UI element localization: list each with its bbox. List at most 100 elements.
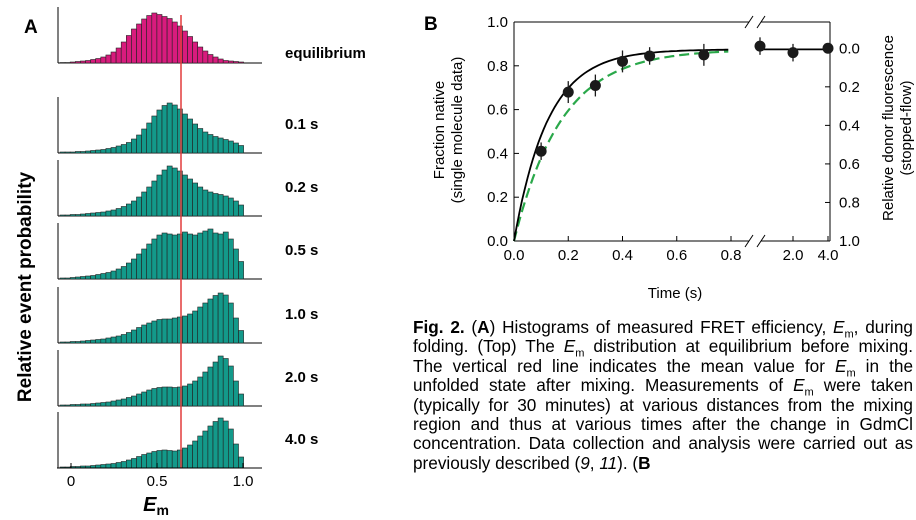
histogram-bar [69, 404, 76, 407]
axis-break [744, 15, 754, 29]
histogram-bar [166, 386, 173, 407]
histogram-bar [64, 277, 71, 280]
histogram-bar [202, 230, 209, 280]
histogram-bar [100, 464, 107, 469]
data-point [617, 55, 628, 67]
histogram-bar [59, 277, 66, 280]
histogram-bar [90, 59, 96, 64]
y2-tick-label: 0.2 [839, 79, 860, 96]
histogram-bar [80, 151, 86, 154]
x-tick-label: 0.8 [721, 247, 742, 264]
histogram-bar [182, 447, 188, 469]
histogram-bar [136, 196, 142, 217]
histogram-bar [217, 137, 224, 154]
histogram-bar [171, 234, 178, 280]
histogram-bar [171, 104, 178, 154]
histogram-bar [166, 102, 173, 154]
histogram-bar [131, 28, 137, 64]
histogram-bar [115, 145, 122, 154]
histogram-bar [95, 402, 102, 407]
histogram-bar [233, 317, 239, 344]
histogram-bar [192, 380, 199, 407]
panel-a-xtick: 0 [67, 473, 75, 490]
histogram-bar [69, 61, 76, 64]
histogram-bar [75, 404, 81, 407]
histogram-bar [115, 462, 122, 469]
histogram-bar [85, 213, 91, 217]
histogram-bar [161, 232, 168, 280]
histogram-bar [217, 417, 224, 469]
histogram-bar [75, 341, 81, 344]
histogram-bar [161, 105, 168, 154]
histogram-bar [141, 454, 148, 469]
histogram-bar [141, 128, 148, 154]
histogram-bar [187, 313, 193, 344]
histogram-bar [238, 393, 244, 407]
histogram-bar [110, 270, 117, 280]
histogram-bar [64, 214, 71, 217]
figure-caption: Fig. 2. (A) Histograms of measured FRET … [413, 318, 913, 473]
panel-b-ylabel: Fraction native(single molecule data) [431, 57, 466, 204]
histogram-bar [197, 128, 204, 154]
panel-b-figure: B Fraction native(single molecule data) … [424, 14, 915, 302]
y2-tick-label: 1.0 [839, 233, 860, 250]
histogram-bar [80, 276, 86, 280]
histogram-bar [136, 456, 142, 469]
histogram-bar [115, 399, 122, 407]
histogram-bar [105, 272, 112, 280]
histogram-bar [64, 151, 71, 154]
data-point [787, 47, 799, 59]
panel-a-xlabel: Em [143, 494, 169, 518]
histogram-bar [166, 318, 173, 344]
histogram-bar [136, 393, 142, 407]
histogram-bar [69, 151, 76, 154]
histogram-bar [146, 452, 153, 469]
histogram-bar [233, 443, 239, 469]
histogram-bar [146, 322, 153, 344]
histogram-bar [105, 148, 112, 154]
data-point [589, 80, 601, 92]
histogram-bar [197, 186, 204, 217]
histogram-bar [64, 341, 71, 344]
histogram-bar [228, 365, 234, 407]
histogram-bar [222, 195, 229, 217]
histogram-bar [192, 440, 199, 469]
histogram-bar [156, 387, 163, 407]
histogram-bar [207, 366, 214, 407]
histogram-bar [105, 54, 112, 64]
histogram-bar [126, 203, 132, 217]
histogram-bar [182, 30, 188, 64]
histogram-bar [182, 231, 188, 280]
histogram-bar [202, 50, 209, 64]
y-tick-label: 0.8 [487, 58, 508, 75]
histogram-bar [85, 275, 91, 280]
histogram-bar [90, 150, 96, 154]
panel-a-x-axis: 0 0.5 1.0 [57, 463, 262, 490]
histogram-bar [100, 56, 107, 64]
histogram-bar [141, 324, 148, 344]
panel-b-axes: 0.0 0.2 0.4 0.6 0.8 1.0 0.0 0.2 0.4 0.6 0.8 1.0 0.0 0… [487, 14, 860, 264]
histogram-bar [166, 165, 173, 217]
histogram-bar [105, 463, 112, 469]
histogram: 2.0 s [57, 350, 318, 407]
data-point [644, 50, 656, 62]
histogram: 0.2 s [57, 160, 318, 217]
histogram-bar [171, 387, 178, 407]
histogram-bar [146, 389, 153, 407]
histogram-bar [202, 430, 209, 469]
histogram-bar [64, 62, 71, 64]
histogram-bar [120, 398, 127, 407]
histogram-bar [202, 189, 209, 217]
histogram-bar [151, 12, 158, 64]
histogram-bar [95, 58, 102, 64]
histogram-bar [151, 115, 158, 154]
histogram-bar [126, 332, 132, 344]
data-point [822, 42, 834, 54]
histogram-bar [202, 371, 209, 407]
histogram-bar [120, 144, 127, 154]
histogram-bar [197, 435, 204, 469]
histogram-bar [187, 36, 193, 64]
histogram-bar [100, 273, 107, 280]
histogram-bar [110, 51, 117, 64]
histogram-bar [166, 18, 173, 64]
